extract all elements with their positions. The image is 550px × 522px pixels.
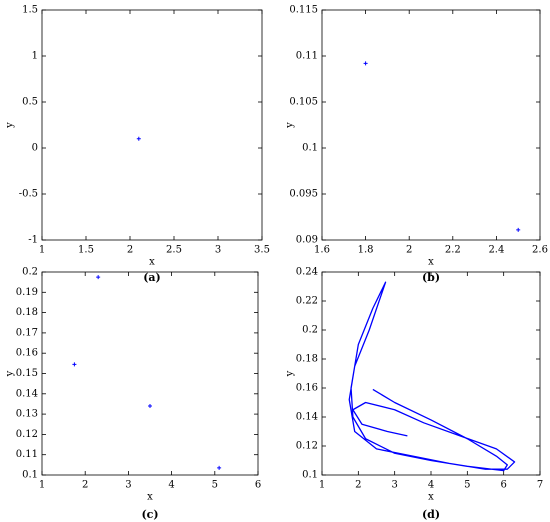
y-tick-label: 1.5 <box>22 5 38 16</box>
x-tick-label: 7 <box>537 480 543 491</box>
y-tick-label: 0.2 <box>302 325 318 336</box>
point <box>72 362 77 367</box>
y-tick-label: 0.1 <box>22 470 38 481</box>
y-tick-label: 0.11 <box>16 449 38 460</box>
y-tick-label: 0.2 <box>22 267 38 278</box>
trajectory <box>348 281 516 472</box>
point <box>136 136 141 141</box>
plot-frame <box>321 9 541 241</box>
x-tick-label: 5 <box>212 480 218 491</box>
x-tick-label: 1 <box>319 480 325 491</box>
y-tick-label: 0.16 <box>16 348 38 359</box>
y-tick-label: 1 <box>32 51 38 62</box>
caption: (a) <box>143 271 161 284</box>
y-axis-label: y <box>285 370 296 377</box>
plot-frame <box>321 271 541 476</box>
x-tick-label: 1.5 <box>78 245 94 256</box>
y-tick-label: -0.5 <box>19 189 38 200</box>
x-tick-label: 3 <box>391 480 397 491</box>
y-tick-label: 0.18 <box>296 354 318 365</box>
y-tick-label: 0.5 <box>22 97 38 108</box>
y-tick-label: 0.095 <box>289 189 318 200</box>
caption: (c) <box>141 508 158 521</box>
x-axis-label: x <box>147 492 153 503</box>
y-axis-label: y <box>5 370 16 377</box>
x-tick-label: 4 <box>168 480 174 491</box>
x-axis-label: x <box>149 257 155 268</box>
y-tick-label: 0.11 <box>296 51 318 62</box>
y-tick-label: 0.14 <box>16 388 38 399</box>
x-tick-label: 3.5 <box>254 245 270 256</box>
y-tick-label: 0.22 <box>296 296 318 307</box>
y-tick-label: 0.1 <box>302 143 318 154</box>
y-tick-label: 0.15 <box>16 368 38 379</box>
x-tick-label: 2.5 <box>166 245 182 256</box>
x-tick-label: 2 <box>355 480 361 491</box>
y-tick-label: 0.09 <box>296 235 318 246</box>
x-tick-label: 3 <box>215 245 221 256</box>
caption: (d) <box>422 508 440 521</box>
x-tick-label: 6 <box>255 480 261 491</box>
y-axis-label: y <box>285 122 296 129</box>
plot-frame <box>41 271 259 476</box>
y-tick-label: 0.24 <box>296 267 318 278</box>
x-tick-label: 1 <box>39 480 45 491</box>
y-tick-label: 0.18 <box>16 307 38 318</box>
x-tick-label: 1 <box>39 245 45 256</box>
x-tick-label: 2 <box>127 245 133 256</box>
x-tick-label: 2.6 <box>532 245 548 256</box>
y-tick-label: -1 <box>28 235 38 246</box>
y-tick-label: 0.12 <box>296 441 318 452</box>
y-tick-label: 0.17 <box>16 327 38 338</box>
x-tick-label: 5 <box>464 480 470 491</box>
x-tick-label: 1.6 <box>314 245 330 256</box>
y-tick-label: 0.16 <box>296 383 318 394</box>
y-tick-label: 0 <box>32 143 38 154</box>
y-tick-label: 0.19 <box>16 287 38 298</box>
caption: (b) <box>422 271 440 284</box>
x-tick-label: 6 <box>500 480 506 491</box>
y-tick-label: 0.105 <box>289 97 318 108</box>
point <box>516 227 521 232</box>
x-tick-label: 2 <box>82 480 88 491</box>
x-tick-label: 2 <box>406 245 412 256</box>
y-tick-label: 0.12 <box>16 429 38 440</box>
y-tick-label: 0.13 <box>16 409 38 420</box>
point <box>217 465 222 470</box>
point <box>363 61 368 66</box>
plot-frame <box>41 9 263 241</box>
x-tick-label: 1.8 <box>358 245 374 256</box>
x-axis-label: x <box>428 257 434 268</box>
x-tick-label: 2.2 <box>445 245 461 256</box>
y-tick-label: 0.115 <box>289 5 318 16</box>
y-tick-label: 0.1 <box>302 470 318 481</box>
x-tick-label: 3 <box>125 480 131 491</box>
x-tick-label: 4 <box>428 480 434 491</box>
x-axis-label: x <box>428 492 434 503</box>
point <box>148 403 152 408</box>
y-axis-label: y <box>5 122 16 129</box>
x-tick-label: 2.4 <box>488 245 504 256</box>
y-tick-label: 0.14 <box>296 412 318 423</box>
point <box>96 275 101 280</box>
